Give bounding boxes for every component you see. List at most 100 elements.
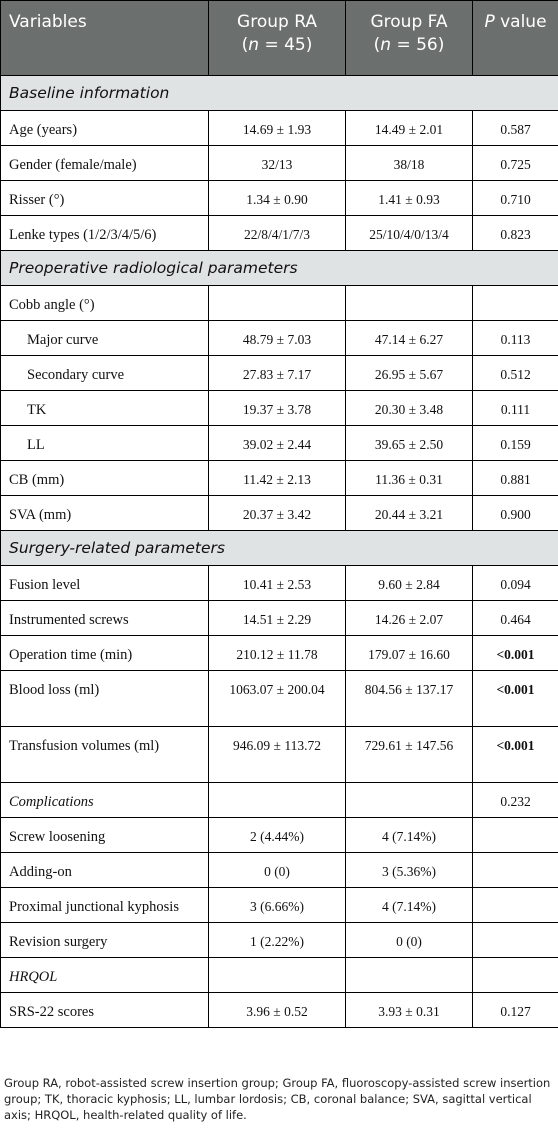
- table-row: Secondary curve 27.83 ± 7.17 26.95 ± 5.6…: [0, 355, 558, 391]
- row-label: Revision surgery: [0, 922, 209, 958]
- row-label: HRQOL: [0, 957, 209, 993]
- table-row: Cobb angle (°): [0, 285, 558, 321]
- row-label: LL: [0, 425, 209, 461]
- cell-p-value: 0.881: [472, 460, 558, 496]
- row-label: Cobb angle (°): [0, 285, 209, 321]
- cell-group-ra: [208, 957, 346, 993]
- header-group-fa: Group FA (n = 56): [345, 0, 473, 76]
- table-row: TK 19.37 ± 3.78 20.30 ± 3.48 0.111: [0, 390, 558, 426]
- row-label: Transfusion volumes (ml): [0, 726, 209, 783]
- row-label: Instrumented screws: [0, 600, 209, 636]
- cell-group-fa: [345, 285, 473, 321]
- header-group-fa-count: = 56): [391, 35, 445, 55]
- cell-p-value: [472, 852, 558, 888]
- table-row: Complications 0.232: [0, 782, 558, 818]
- cell-p-value: 0.111: [472, 390, 558, 426]
- header-group-ra-open: (: [241, 35, 249, 55]
- cell-p-value: <0.001: [472, 670, 558, 727]
- table-row: Risser (°) 1.34 ± 0.90 1.41 ± 0.93 0.710: [0, 180, 558, 216]
- cell-group-ra: 32/13: [208, 145, 346, 181]
- cell-group-ra: 39.02 ± 2.44: [208, 425, 346, 461]
- cell-group-ra: 14.69 ± 1.93: [208, 110, 346, 146]
- cell-group-fa: 11.36 ± 0.31: [345, 460, 473, 496]
- header-group-ra-title: Group RA: [237, 12, 317, 32]
- table-footnote: Group RA, robot-assisted screw insertion…: [4, 1076, 551, 1122]
- row-label: SRS-22 scores: [0, 992, 209, 1028]
- cell-group-fa: 4 (7.14%): [345, 887, 473, 923]
- cell-p-value: 0.900: [472, 495, 558, 531]
- cell-group-ra: 3.96 ± 0.52: [208, 992, 346, 1028]
- cell-group-fa: 20.30 ± 3.48: [345, 390, 473, 426]
- cell-group-fa: 14.26 ± 2.07: [345, 600, 473, 636]
- section-baseline: Baseline information: [0, 75, 558, 111]
- header-group-fa-n: n: [380, 35, 392, 55]
- table-row: Age (years) 14.69 ± 1.93 14.49 ± 2.01 0.…: [0, 110, 558, 146]
- cell-group-fa: 179.07 ± 16.60: [345, 635, 473, 671]
- table-row: LL 39.02 ± 2.44 39.65 ± 2.50 0.159: [0, 425, 558, 461]
- table-row: Gender (female/male) 32/13 38/18 0.725: [0, 145, 558, 181]
- cell-group-ra: 3 (6.66%): [208, 887, 346, 923]
- table-row: HRQOL: [0, 957, 558, 993]
- cell-group-fa: 26.95 ± 5.67: [345, 355, 473, 391]
- cell-group-ra: 1.34 ± 0.90: [208, 180, 346, 216]
- section-row: Surgery-related parameters: [0, 530, 558, 566]
- cell-p-value: [472, 285, 558, 321]
- row-label: TK: [0, 390, 209, 426]
- row-label: Adding-on: [0, 852, 209, 888]
- section-row: Preoperative radiological parameters: [0, 250, 558, 286]
- row-label: Fusion level: [0, 565, 209, 601]
- table-row: CB (mm) 11.42 ± 2.13 11.36 ± 0.31 0.881: [0, 460, 558, 496]
- table-row: SVA (mm) 20.37 ± 3.42 20.44 ± 3.21 0.900: [0, 495, 558, 531]
- row-label: Lenke types (1/2/3/4/5/6): [0, 215, 209, 251]
- cell-group-fa: 39.65 ± 2.50: [345, 425, 473, 461]
- row-label: SVA (mm): [0, 495, 209, 531]
- row-label: Complications: [0, 782, 209, 818]
- section-preop: Preoperative radiological parameters: [0, 250, 558, 286]
- row-label: CB (mm): [0, 460, 209, 496]
- cell-group-ra: 19.37 ± 3.78: [208, 390, 346, 426]
- cell-group-fa: 38/18: [345, 145, 473, 181]
- header-p-rest: value: [494, 12, 547, 32]
- cell-group-fa: 804.56 ± 137.17: [345, 670, 473, 727]
- row-label: Operation time (min): [0, 635, 209, 671]
- cell-p-value: 0.725: [472, 145, 558, 181]
- cell-group-fa: 3.93 ± 0.31: [345, 992, 473, 1028]
- table-row: Lenke types (1/2/3/4/5/6) 22/8/4/1/7/3 2…: [0, 215, 558, 251]
- cell-group-fa: 729.61 ± 147.56: [345, 726, 473, 783]
- header-p-value: P value: [472, 0, 558, 76]
- row-label: Proximal junctional kyphosis: [0, 887, 209, 923]
- comparison-table: Variables Group RA (n = 45) Group FA (n …: [0, 0, 558, 1028]
- cell-group-fa: [345, 957, 473, 993]
- section-surgery: Surgery-related parameters: [0, 530, 558, 566]
- cell-group-ra: 2 (4.44%): [208, 817, 346, 853]
- row-label: Blood loss (ml): [0, 670, 209, 727]
- header-group-fa-open: (: [373, 35, 381, 55]
- header-p-letter: P: [484, 12, 495, 32]
- header-group-ra-count: = 45): [259, 35, 313, 55]
- cell-group-ra: 10.41 ± 2.53: [208, 565, 346, 601]
- row-label: Age (years): [0, 110, 209, 146]
- cell-group-fa: 9.60 ± 2.84: [345, 565, 473, 601]
- cell-p-value: 0.094: [472, 565, 558, 601]
- header-group-ra: Group RA (n = 45): [208, 0, 346, 76]
- row-label: Screw loosening: [0, 817, 209, 853]
- cell-p-value: 0.587: [472, 110, 558, 146]
- row-label: Risser (°): [0, 180, 209, 216]
- cell-group-ra: 22/8/4/1/7/3: [208, 215, 346, 251]
- cell-p-value: <0.001: [472, 635, 558, 671]
- cell-group-ra: 20.37 ± 3.42: [208, 495, 346, 531]
- row-label: Secondary curve: [0, 355, 209, 391]
- cell-p-value: 0.113: [472, 320, 558, 356]
- cell-group-fa: 0 (0): [345, 922, 473, 958]
- cell-p-value: [472, 922, 558, 958]
- cell-p-value: 0.127: [472, 992, 558, 1028]
- table-row: Operation time (min) 210.12 ± 11.78 179.…: [0, 635, 558, 671]
- cell-group-fa: 14.49 ± 2.01: [345, 110, 473, 146]
- header-variables: Variables: [0, 0, 209, 76]
- table-row: Major curve 48.79 ± 7.03 47.14 ± 6.27 0.…: [0, 320, 558, 356]
- row-label: Major curve: [0, 320, 209, 356]
- cell-p-value: [472, 957, 558, 993]
- cell-group-ra: [208, 782, 346, 818]
- table-row: Transfusion volumes (ml) 946.09 ± 113.72…: [0, 726, 558, 783]
- header-group-fa-title: Group FA: [370, 12, 448, 32]
